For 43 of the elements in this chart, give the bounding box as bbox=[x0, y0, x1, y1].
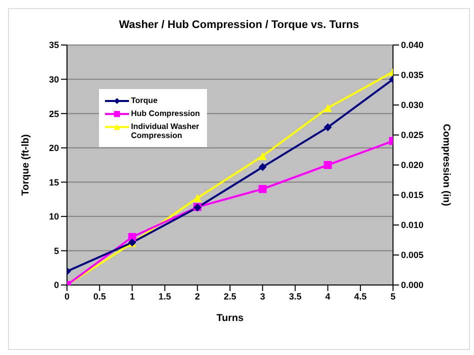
x-tick-label: 0.5 bbox=[93, 291, 106, 302]
point bbox=[258, 163, 267, 172]
y-tick-label: 10 bbox=[48, 212, 59, 222]
y2-tick-label: 0.020 bbox=[401, 160, 424, 170]
legend-label: Hub Compression bbox=[131, 109, 200, 118]
x-tick-label: 0 bbox=[64, 291, 70, 302]
x-tick-label: 1 bbox=[130, 291, 135, 302]
point bbox=[258, 185, 267, 193]
point bbox=[128, 233, 136, 241]
point bbox=[324, 123, 332, 132]
legend-label: Torque bbox=[131, 96, 158, 105]
y-tick-label: 5 bbox=[54, 246, 59, 256]
point bbox=[193, 194, 202, 202]
y2-tick-label: 0.010 bbox=[401, 220, 424, 230]
legend-label: Individual Washer Compression bbox=[131, 122, 200, 140]
y2-tick-label: 0.035 bbox=[401, 70, 424, 80]
x-tick-label: 2 bbox=[194, 291, 200, 302]
x-tick-label: 4.5 bbox=[354, 291, 367, 302]
x-tick-label: 1.5 bbox=[158, 291, 172, 302]
y-tick-label: 20 bbox=[48, 143, 59, 154]
y-tick-label: 35 bbox=[48, 40, 59, 50]
x-tick-label: 5 bbox=[390, 291, 396, 302]
y-tick-label: 25 bbox=[48, 108, 59, 119]
y2-tick-label: 0.030 bbox=[401, 100, 424, 110]
point bbox=[258, 152, 267, 160]
chart-title: Washer / Hub Compression / Torque vs. Turns bbox=[118, 19, 360, 31]
x-tick-label: 3.5 bbox=[288, 291, 302, 302]
y2-tick-label: 0.005 bbox=[401, 250, 424, 260]
y-tick-label: 15 bbox=[48, 177, 59, 188]
point bbox=[324, 161, 332, 169]
y2-tick-label: 0.015 bbox=[401, 190, 424, 200]
x-axis-title: Turns bbox=[216, 313, 244, 324]
x-tick-label: 4 bbox=[325, 291, 330, 302]
y2-axis-title: Compression (in) bbox=[440, 124, 452, 206]
point bbox=[324, 104, 332, 112]
y2-tick-label: 0.040 bbox=[401, 40, 424, 50]
y-tick-label: 30 bbox=[48, 74, 59, 84]
y-axis-title: Torque (ft-lb) bbox=[20, 134, 32, 196]
x-tick-label: 2.5 bbox=[224, 291, 236, 302]
x-tick-label: 3 bbox=[260, 291, 266, 302]
y2-tick-label: 0.025 bbox=[401, 130, 424, 140]
y2-tick-label: 0.000 bbox=[401, 280, 424, 290]
y-tick-label: 0 bbox=[54, 280, 59, 290]
